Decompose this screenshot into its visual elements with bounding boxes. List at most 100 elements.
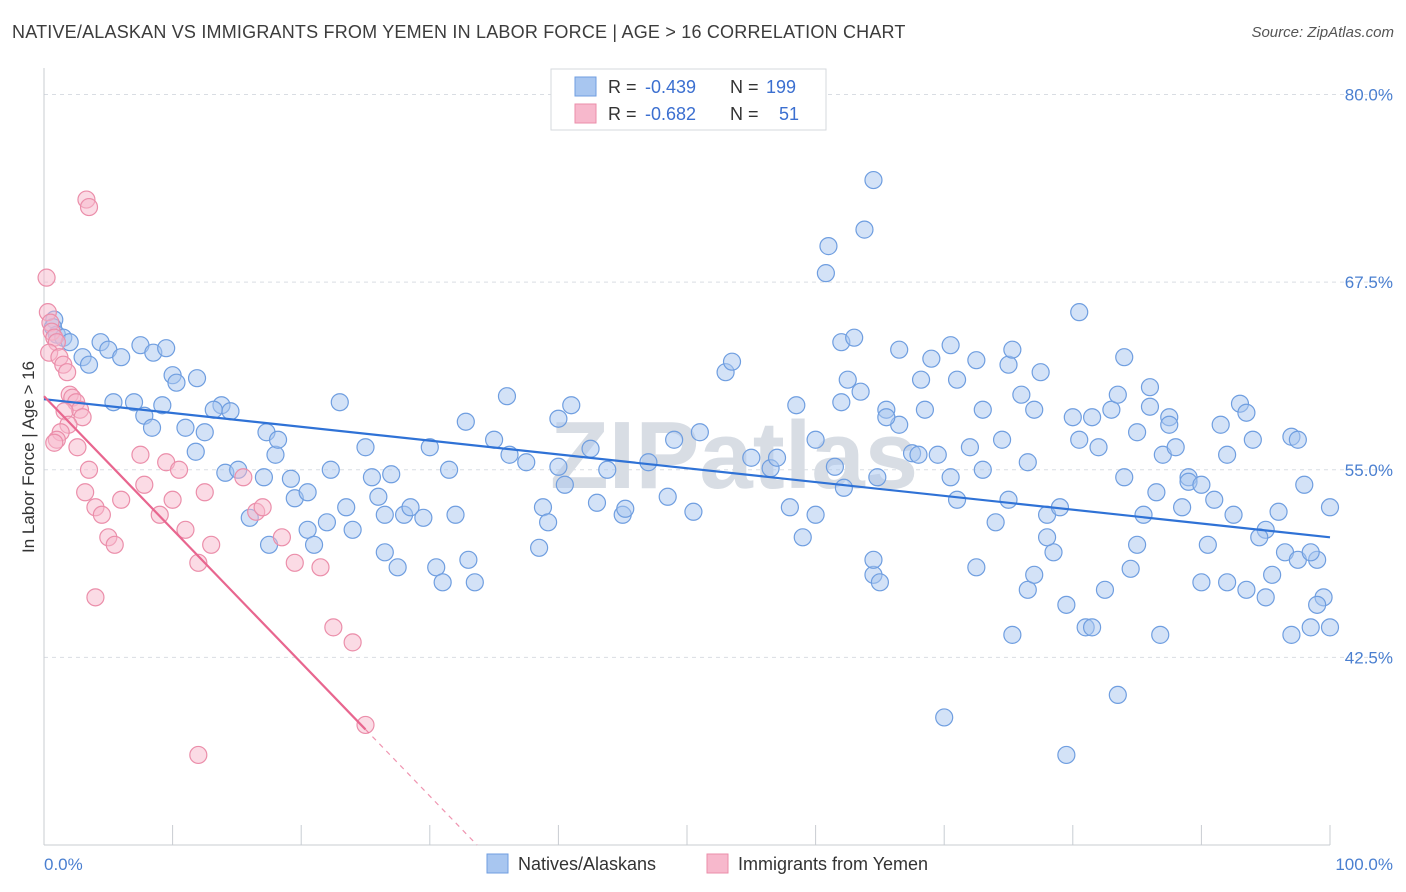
natives-point-83 (690, 423, 709, 442)
natives-point-192 (1173, 498, 1192, 517)
natives-point-46 (362, 468, 382, 487)
natives-point-34 (268, 430, 288, 449)
natives-point-85 (722, 352, 742, 371)
natives-point-156 (941, 336, 960, 355)
natives-point-69 (549, 457, 568, 476)
natives-point-74 (581, 439, 600, 458)
natives-point-166 (1192, 475, 1211, 494)
yemen-point-34 (176, 520, 195, 539)
natives-point-188 (1082, 618, 1102, 637)
natives-point-24 (204, 400, 223, 419)
natives-point-191 (1147, 483, 1166, 502)
natives-point-38 (298, 520, 317, 539)
y-tick-labels: 42.5% 55.0% 67.5% 80.0% (1345, 86, 1393, 668)
natives-point-20 (176, 418, 195, 437)
natives-point-168 (1224, 505, 1243, 524)
natives-point-61 (439, 460, 459, 479)
natives-point-200 (1025, 565, 1044, 584)
yemen-point-26 (105, 535, 124, 554)
natives-point-22 (153, 396, 172, 415)
natives-point-89 (780, 498, 799, 517)
natives-point-124 (1102, 400, 1121, 419)
natives-point-81 (665, 430, 684, 449)
natives-point-179 (922, 349, 941, 368)
natives-point-17 (124, 393, 144, 412)
yemen-point-45 (343, 633, 362, 652)
natives-point-197 (1282, 625, 1301, 644)
yemen-point-44 (324, 618, 343, 637)
natives-point-63 (485, 430, 504, 449)
legend-n-value-2: 51 (779, 104, 799, 124)
legend-swatch-blue (574, 76, 597, 97)
natives-point-55 (427, 558, 446, 577)
natives-point-35 (321, 460, 340, 479)
natives-point-113 (999, 490, 1018, 509)
natives-point-162 (1115, 348, 1134, 367)
natives-point-120 (1063, 408, 1082, 427)
natives-point-60 (420, 438, 439, 457)
axes (43, 68, 1331, 846)
natives-point-185 (1037, 528, 1057, 547)
natives-point-174 (1308, 595, 1327, 614)
yemen-point-33 (169, 460, 189, 479)
natives-point-70 (555, 475, 574, 494)
natives-point-21 (195, 423, 214, 442)
natives-point-196 (1256, 588, 1275, 607)
natives-point-193 (1198, 535, 1217, 554)
natives-point-112 (992, 430, 1012, 449)
natives-point-153 (855, 220, 874, 239)
natives-point-167 (1211, 415, 1230, 434)
legend-r-value-2: -0.682 (645, 104, 696, 124)
natives-point-199 (1320, 618, 1340, 637)
legend-bottom: Natives/Alaskans Immigrants from Yemen (486, 853, 928, 874)
natives-point-182 (986, 513, 1005, 532)
legend-n-label-2: N = (730, 104, 759, 124)
natives-point-202 (1057, 745, 1076, 765)
yemen-point-21 (79, 460, 99, 479)
natives-point-106 (928, 445, 947, 464)
natives-point-68 (539, 513, 558, 532)
natives-point-59 (465, 573, 484, 592)
natives-point-47 (369, 487, 388, 506)
legend-bottom-label-2: Immigrants from Yemen (738, 854, 928, 874)
natives-point-14 (167, 373, 186, 392)
natives-point-181 (973, 400, 992, 419)
yemen-point-19 (45, 433, 64, 452)
yemen-point-41 (272, 528, 292, 547)
natives-point-96 (838, 370, 857, 389)
x-tick-label-1: 100.0% (1335, 855, 1393, 874)
legend-bottom-label-1: Natives/Alaskans (518, 854, 656, 874)
x-tick-label-0: 0.0% (44, 855, 83, 874)
natives-point-195 (1237, 580, 1256, 599)
natives-point-183 (1003, 625, 1022, 644)
natives-point-66 (530, 538, 549, 557)
natives-point-144 (1288, 430, 1307, 449)
natives-point-145 (1295, 475, 1314, 494)
natives-point-97 (851, 382, 870, 401)
natives-point-170 (1263, 565, 1282, 584)
natives-point-186 (1057, 595, 1076, 614)
natives-point-125 (1108, 385, 1127, 404)
natives-point-160 (1012, 385, 1031, 404)
yemen-point-28 (131, 445, 150, 464)
natives-point-71 (497, 387, 517, 406)
natives-point-127 (1127, 423, 1147, 442)
natives-point-32 (281, 469, 301, 488)
yemen-point-20 (68, 438, 87, 457)
natives-point-39 (304, 535, 324, 554)
natives-point-128 (1134, 505, 1153, 524)
legend-top: R = -0.439 N = 199 R = -0.682 N = 51 (550, 68, 827, 131)
natives-point-25 (221, 402, 240, 421)
series-yemen-points (37, 190, 375, 765)
natives-point-184 (1018, 580, 1037, 599)
natives-point-58 (459, 550, 478, 569)
natives-point-43 (343, 520, 362, 539)
yemen-point-49 (79, 197, 99, 217)
watermark: ZIPatlas (550, 402, 918, 509)
natives-point-53 (388, 558, 407, 577)
natives-point-116 (1031, 363, 1050, 382)
natives-point-201 (935, 708, 954, 727)
natives-point-54 (414, 508, 433, 527)
natives-point-36 (298, 483, 317, 502)
yemen-point-46 (356, 715, 375, 735)
